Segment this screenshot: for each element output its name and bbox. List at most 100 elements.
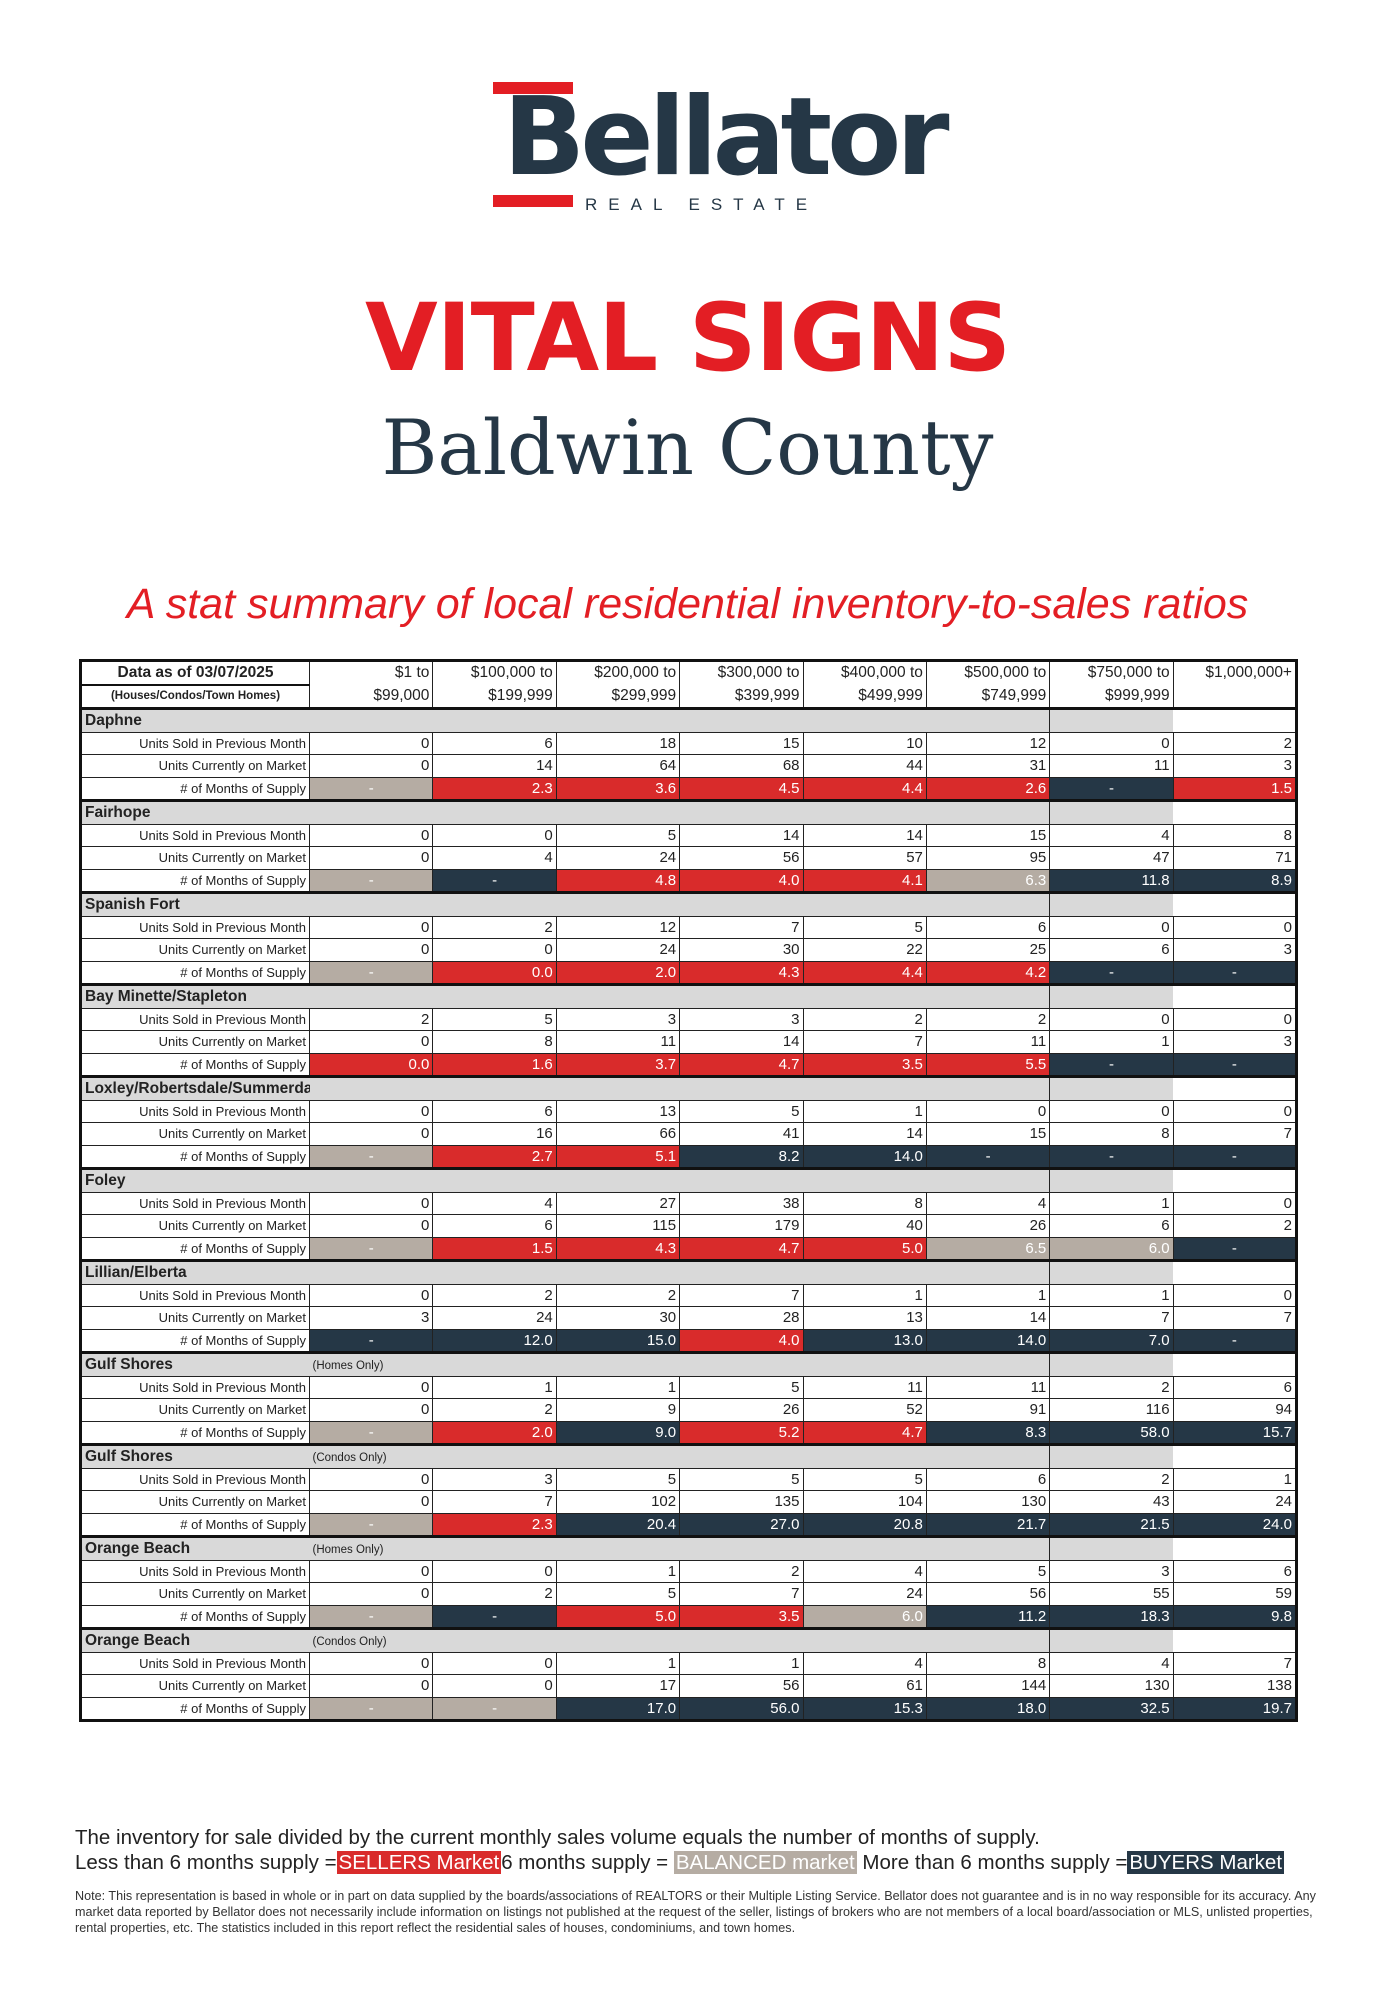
region-note: (Condos Only): [309, 1444, 1050, 1469]
value-cell: 3: [679, 1007, 804, 1031]
scope-label: (Houses/Condos/Town Homes): [80, 684, 310, 710]
months-supply-cell: 11.8: [1049, 868, 1174, 894]
data-row-sold: Units Sold in Previous Month 0 4 27 38 8 4 1 0: [80, 1191, 1298, 1215]
region-header-row: Bay Minette/Stapleton: [80, 984, 1297, 1009]
value-cell: 94: [1172, 1398, 1298, 1422]
value-cell: 5: [802, 1467, 927, 1491]
value-cell: 6: [432, 1099, 557, 1123]
row-label: # of Months of Supply: [80, 960, 310, 986]
value-cell: 0: [432, 1674, 557, 1698]
value-cell: 7: [1172, 1306, 1298, 1330]
region-header-row: Spanish Fort: [80, 892, 1297, 917]
months-supply-cell: -: [308, 1144, 434, 1170]
months-supply-cell: 5.0: [555, 1604, 681, 1630]
value-cell: 2: [432, 1582, 557, 1606]
data-row-sold: Units Sold in Previous Month 0 6 18 15 10 12 0 2: [80, 731, 1298, 755]
value-cell: 5: [555, 1467, 681, 1491]
header-row: Data as of 03/07/2025 $1 to $100,000 to $20…: [80, 660, 1298, 686]
row-label: Units Sold in Previous Month: [80, 1559, 310, 1583]
value-cell: 4: [802, 1559, 927, 1583]
price-range-header: $750,000 to: [1049, 660, 1174, 685]
row-label: Units Sold in Previous Month: [80, 1191, 310, 1215]
months-supply-cell: -: [308, 1696, 434, 1722]
value-cell: 15: [925, 1122, 1051, 1146]
months-supply-cell: 1.5: [1172, 776, 1298, 802]
row-label: Units Sold in Previous Month: [80, 1375, 310, 1399]
months-supply-cell: 18.3: [1049, 1604, 1174, 1630]
value-cell: 5: [679, 1375, 804, 1399]
price-range-header: $400,000 to: [802, 660, 927, 685]
value-cell: 130: [1049, 1674, 1174, 1698]
value-cell: 24: [555, 938, 681, 962]
value-cell: 0: [308, 915, 434, 939]
months-supply-cell: 4.4: [802, 960, 927, 986]
value-cell: 56: [679, 846, 804, 870]
value-cell: 4: [432, 1191, 557, 1215]
months-supply-cell: 4.1: [802, 868, 927, 894]
value-cell: 2: [432, 915, 557, 939]
value-cell: 2: [802, 1007, 927, 1031]
value-cell: 8: [1049, 1122, 1174, 1146]
value-cell: 0: [308, 1651, 434, 1675]
region-note: (Condos Only): [309, 1628, 1050, 1653]
row-label: Units Currently on Market: [80, 1214, 310, 1238]
value-cell: 0: [308, 1674, 434, 1698]
data-row-sold: Units Sold in Previous Month 0 0 1 1 4 8 4 7: [80, 1651, 1298, 1675]
months-supply-cell: 0.0: [432, 960, 557, 986]
value-cell: 5: [802, 915, 927, 939]
region-header-filler: [1049, 1536, 1174, 1561]
logo-top-bar: [493, 82, 573, 94]
date-label: Data as of 03/07/2025: [80, 660, 310, 686]
row-label: # of Months of Supply: [80, 776, 310, 802]
region-header-filler: [1049, 1444, 1174, 1469]
value-cell: 115: [555, 1214, 681, 1238]
value-cell: 14: [679, 823, 804, 847]
value-cell: 0: [1172, 1007, 1298, 1031]
months-supply-cell: -: [308, 960, 434, 986]
data-row-supply: # of Months of Supply -0.0 2.0 4.3 4.4 4.2- -: [80, 960, 1298, 986]
row-label: Units Sold in Previous Month: [80, 1007, 310, 1031]
value-cell: 1: [1049, 1191, 1174, 1215]
region-header-filler: [1049, 1076, 1174, 1101]
months-supply-cell: -: [925, 1144, 1051, 1170]
value-cell: 0: [432, 938, 557, 962]
row-label: # of Months of Supply: [80, 1328, 310, 1354]
value-cell: 14: [679, 1030, 804, 1054]
months-supply-cell: 32.5: [1049, 1696, 1174, 1722]
value-cell: 0: [432, 1559, 557, 1583]
months-supply-cell: 5.5: [925, 1052, 1051, 1078]
region-header-row: Orange Beach (Homes Only): [80, 1536, 1297, 1561]
value-cell: 102: [555, 1490, 681, 1514]
data-row-supply: # of Months of Supply -2.7 5.1 8.2 14.0- - -: [80, 1144, 1298, 1170]
value-cell: 47: [1049, 846, 1174, 870]
row-label: Units Currently on Market: [80, 754, 310, 778]
value-cell: 6: [925, 915, 1051, 939]
months-supply-cell: 4.3: [555, 1236, 681, 1262]
legend-balanced-tag: BALANCED market: [673, 1851, 857, 1874]
data-row-sold: Units Sold in Previous Month 0 6 13 5 1 0 0 0: [80, 1099, 1298, 1123]
row-label: Units Sold in Previous Month: [80, 1467, 310, 1491]
value-cell: 1: [1172, 1467, 1298, 1491]
value-cell: 0: [308, 1030, 434, 1054]
months-supply-cell: -: [1172, 1236, 1298, 1262]
row-label: # of Months of Supply: [80, 1696, 310, 1722]
region-header-row: Foley: [80, 1168, 1297, 1193]
value-cell: 55: [1049, 1582, 1174, 1606]
legend-sellers-tag: SELLERS Market: [336, 1851, 502, 1874]
value-cell: 11: [925, 1030, 1051, 1054]
months-supply-cell: -: [308, 1420, 434, 1446]
months-supply-cell: 5.0: [802, 1236, 927, 1262]
region-note: [309, 892, 1050, 917]
logo-bottom-bar: [493, 195, 573, 207]
value-cell: 24: [1172, 1490, 1298, 1514]
value-cell: 7: [1172, 1651, 1298, 1675]
months-supply-cell: 15.0: [555, 1328, 681, 1354]
value-cell: 14: [925, 1306, 1051, 1330]
value-cell: 2: [1172, 731, 1298, 755]
months-supply-cell: -: [1172, 1144, 1298, 1170]
value-cell: 0: [308, 938, 434, 962]
months-supply-cell: 5.2: [679, 1420, 804, 1446]
months-supply-cell: 1.6: [432, 1052, 557, 1078]
value-cell: 2: [555, 1283, 681, 1307]
row-label: Units Currently on Market: [80, 1398, 310, 1422]
